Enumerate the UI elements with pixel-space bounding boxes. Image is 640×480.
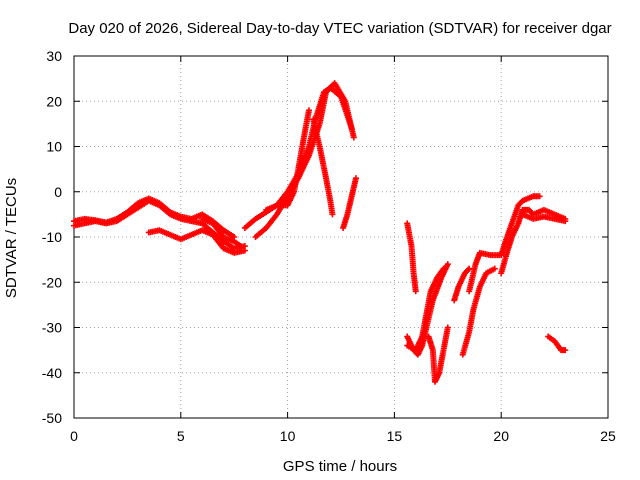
data-point [350, 134, 357, 141]
data-point [562, 218, 569, 225]
series-trace-d [199, 215, 244, 250]
data-point [466, 265, 473, 272]
x-tick-label: 15 [387, 428, 403, 444]
chart-title: Day 020 of 2026, Sidereal Day-to-day VTE… [68, 20, 611, 37]
data-point [444, 261, 451, 268]
y-tick-label: 30 [46, 48, 62, 64]
grid-layer [74, 56, 608, 418]
y-tick-label: 20 [46, 93, 62, 109]
y-tick-label: -40 [42, 365, 62, 381]
series-layer [71, 80, 569, 385]
series-trace-c [145, 227, 248, 256]
y-tick-label: -30 [42, 320, 62, 336]
series-trace-g [263, 107, 312, 213]
data-point [465, 266, 472, 273]
y-tick-label: 10 [46, 139, 62, 155]
data-point [491, 265, 498, 272]
tick-layer: 0 5 10 15 20 25 -50 -40 -30 -20 -10 0 10 20 30 [42, 48, 616, 444]
series-trace-o [459, 265, 498, 358]
data-point [352, 175, 359, 182]
y-axis-label: SDTVAR / TECUs [3, 178, 20, 298]
x-axis-label: GPS time / hours [283, 458, 397, 475]
series-trace-h [310, 116, 336, 218]
data-point [536, 193, 543, 200]
series-trace-p [466, 193, 543, 295]
x-tick-label: 0 [70, 428, 78, 444]
x-tick-label: 10 [280, 428, 296, 444]
series-trace-r [519, 211, 569, 225]
data-point [412, 288, 419, 295]
y-tick-label: 0 [54, 184, 62, 200]
y-tick-label: -20 [42, 274, 62, 290]
data-point [440, 265, 447, 272]
data-point [562, 347, 569, 354]
y-tick-label: -10 [42, 229, 62, 245]
series-trace-l [404, 265, 447, 354]
data-point [305, 107, 312, 114]
data-point [237, 243, 244, 250]
y-tick-label: -50 [42, 410, 62, 426]
data-point [444, 324, 451, 331]
x-tick-label: 20 [493, 428, 509, 444]
series-trace-i [340, 175, 359, 231]
data-point [241, 247, 248, 254]
series-trace-s [545, 333, 569, 354]
series-trace-n [451, 265, 473, 304]
series-trace-j [404, 220, 419, 295]
series-trace-m [425, 324, 451, 385]
x-tick-label: 5 [177, 428, 185, 444]
data-point [329, 211, 336, 218]
x-tick-label: 25 [600, 428, 616, 444]
